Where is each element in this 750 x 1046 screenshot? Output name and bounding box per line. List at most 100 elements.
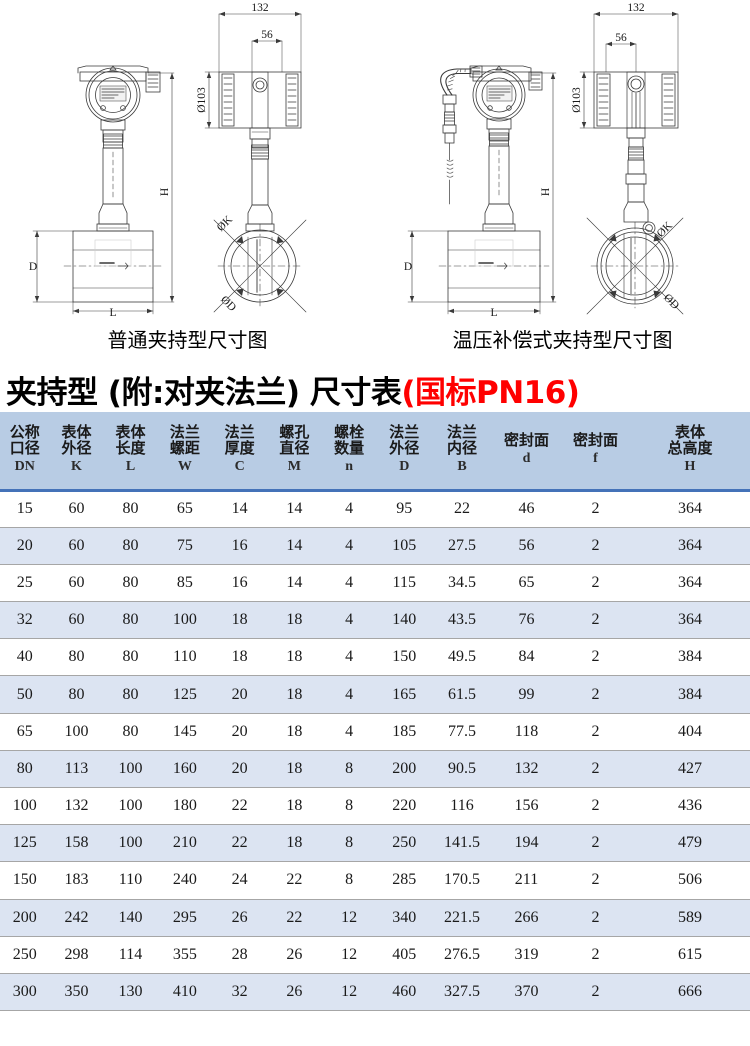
table-cell-DN: 20 [0, 527, 50, 565]
table-cell-L: 100 [103, 824, 158, 863]
table-cell-f: 2 [561, 787, 630, 826]
col-cn-line2: 密封面 [572, 431, 618, 450]
table-cell-L: 110 [103, 861, 158, 900]
dim-height: H [159, 188, 171, 196]
col-cn-line2: 总高度 [667, 439, 713, 458]
table-row: 25 60 80 85 16 14 4 115 34.5 65 2 364 [0, 564, 750, 603]
col-cn-line2: 内径 [446, 439, 477, 458]
col-cn-line1: 法兰 [446, 423, 477, 442]
table-cell-D: 200 [376, 750, 432, 789]
table-cell-d: 118 [492, 713, 561, 751]
table-cell-C: 16 [212, 527, 267, 565]
dim-body-diameter: D [29, 261, 37, 273]
table-cell-n: 8 [321, 787, 377, 826]
table-cell-D: 140 [376, 601, 432, 640]
dim-flange-outer: ØD [218, 294, 238, 314]
table-cell-C: 14 [212, 490, 267, 528]
table-cell-H: 589 [630, 899, 750, 937]
dim-height: H [540, 188, 552, 196]
table-cell-B: 90.5 [432, 750, 492, 789]
drawing-temp-pressure-compensated-clamp: 132 56 Ø103 H D L ØK ØD [375, 0, 750, 318]
col-cn-line1: 法兰 [224, 423, 255, 442]
table-cell-f: 2 [561, 936, 630, 974]
col-cn-line2: 直径 [279, 439, 310, 458]
col-cn-line1: 法兰 [169, 423, 200, 442]
technical-drawings: 132 56 Ø103 H D L ØK ØD [0, 0, 750, 318]
table-cell-DN: 32 [0, 601, 50, 640]
dim-housing-diameter: Ø103 [196, 87, 208, 113]
table-cell-d: 156 [492, 787, 561, 826]
dimension-spec-table: 公称 口径 DN 表体 外径 K 表体 长度 L 法兰 螺距 W [0, 412, 750, 1012]
col-symbol: B [457, 459, 467, 475]
dim-body-length: L [490, 307, 497, 318]
table-row: 15 60 80 65 14 14 4 95 22 46 2 364 [0, 490, 750, 528]
col-cn-line2: 口径 [9, 439, 40, 458]
col-cn-line2: 外径 [61, 439, 92, 458]
table-cell-B: 34.5 [432, 564, 492, 603]
drawing-captions: 普通夹持型尺寸图 温压补偿式夹持型尺寸图 [0, 318, 750, 366]
table-row: 125 158 100 210 22 18 8 250 141.5 194 2 479 [0, 824, 750, 863]
table-cell-DN: 15 [0, 490, 50, 528]
table-cell-W: 180 [157, 787, 213, 826]
table-cell-M: 14 [267, 527, 322, 565]
table-cell-D: 405 [376, 936, 432, 974]
table-cell-n: 4 [321, 601, 377, 640]
table-cell-B: 141.5 [432, 824, 492, 863]
table-cell-n: 12 [321, 936, 377, 974]
table-cell-L: 80 [103, 638, 158, 677]
title-standard-badge: (国标PN16) [401, 374, 580, 411]
col-cn-line1: 螺栓 [334, 423, 365, 442]
table-cell-W: 210 [157, 824, 213, 863]
table-cell-f: 2 [561, 713, 630, 751]
table-cell-d: 370 [492, 973, 561, 1012]
table-cell-C: 18 [212, 638, 267, 677]
col-cn-line2: 螺距 [169, 439, 200, 458]
dim-width-overall: 132 [627, 2, 645, 14]
table-cell-K: 298 [49, 936, 104, 974]
col-symbol: W [177, 459, 192, 475]
table-cell-f: 2 [561, 490, 630, 528]
col-symbol: D [399, 459, 410, 475]
table-cell-n: 12 [321, 973, 377, 1012]
table-cell-W: 145 [157, 713, 213, 751]
table-cell-M: 18 [267, 675, 322, 714]
table-cell-M: 18 [267, 713, 322, 751]
table-cell-L: 80 [103, 490, 158, 528]
table-cell-K: 60 [49, 490, 104, 528]
table-cell-f: 2 [561, 824, 630, 863]
col-cn-line1: 螺孔 [279, 423, 310, 442]
table-cell-D: 105 [376, 527, 432, 565]
table-row: 20 60 80 75 16 14 4 105 27.5 56 2 364 [0, 527, 750, 565]
table-cell-K: 132 [49, 787, 104, 826]
section-title: 夹持型 (附:对夹法兰) 尺寸表 (国标PN16) [0, 366, 750, 412]
dim-housing-diameter: Ø103 [571, 87, 583, 113]
table-cell-H: 615 [630, 936, 750, 974]
table-cell-L: 100 [103, 787, 158, 826]
table-cell-L: 130 [103, 973, 158, 1012]
table-cell-d: 132 [492, 750, 561, 789]
table-cell-DN: 65 [0, 713, 50, 751]
table-cell-DN: 100 [0, 787, 50, 826]
table-cell-d: 319 [492, 936, 561, 974]
dim-body-length: L [109, 307, 116, 318]
table-cell-L: 80 [103, 713, 158, 751]
table-cell-d: 46 [492, 490, 561, 528]
table-cell-K: 80 [49, 638, 104, 677]
table-row: 200 242 140 295 26 22 12 340 221.5 266 2 589 [0, 899, 750, 937]
table-cell-M: 18 [267, 787, 322, 826]
col-symbol: d [522, 451, 531, 467]
table-cell-f: 2 [561, 601, 630, 640]
table-cell-K: 183 [49, 861, 104, 900]
col-header-dn: 公称 口径 DN [0, 412, 50, 492]
table-cell-DN: 80 [0, 750, 50, 789]
table-row: 40 80 80 110 18 18 4 150 49.5 84 2 384 [0, 638, 750, 677]
col-symbol: M [287, 459, 301, 475]
col-header-d-outer: 法兰 外径 D [376, 412, 432, 492]
table-cell-W: 240 [157, 861, 213, 900]
table-cell-n: 4 [321, 490, 377, 528]
table-cell-B: 77.5 [432, 713, 492, 751]
table-cell-H: 364 [630, 527, 750, 565]
table-cell-C: 26 [212, 899, 267, 937]
table-cell-DN: 200 [0, 899, 50, 937]
table-cell-d: 266 [492, 899, 561, 937]
